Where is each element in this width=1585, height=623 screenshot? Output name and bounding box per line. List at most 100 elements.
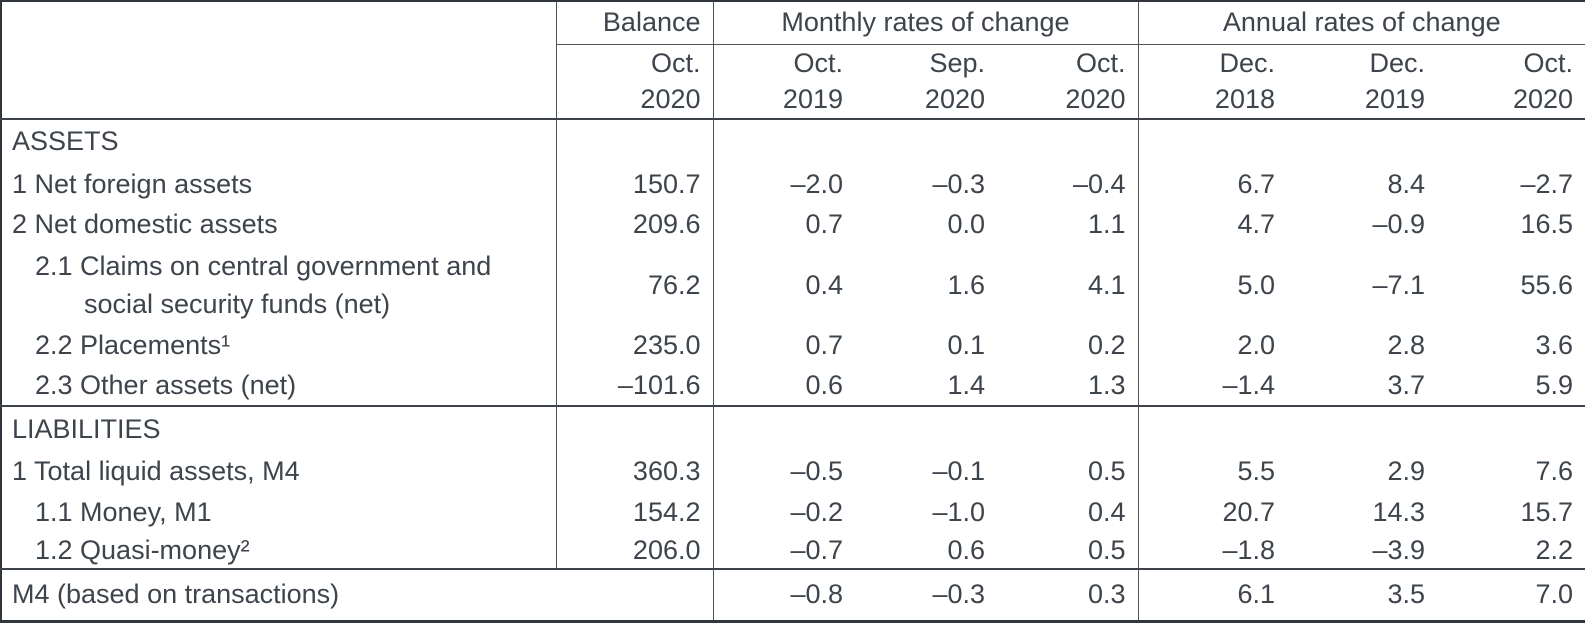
balance-cell: 206.0 — [556, 532, 714, 569]
annual-cell: 7.0 — [1437, 567, 1585, 622]
column-header-balance-oct-2020: Oct. 2020 — [556, 44, 714, 120]
table-row-other-assets: 2.3 Other assets (net) –101.6 0.6 1.4 1.… — [1, 365, 1585, 407]
section-label: ASSETS — [1, 118, 557, 165]
header-group-row: Balance Monthly rates of change Annual r… — [1, 1, 1585, 120]
monthly-cell: 0.0 — [947, 209, 985, 240]
table-row-net-foreign-assets: 1 Net foreign assets 150.7 –2.0 –0.3 –0.… — [1, 164, 1585, 205]
annual-cell: 2.9 — [1387, 456, 1425, 487]
balance-cell: 76.2 — [556, 244, 714, 326]
monthly-cell: 0.7 — [805, 209, 843, 240]
monthly-cell: 0.5 — [997, 532, 1139, 569]
monthly-cell — [855, 405, 997, 452]
monthly-cell: 0.4 — [997, 492, 1139, 533]
monthly-cell — [713, 119, 855, 164]
column-year: 2019 — [782, 84, 843, 115]
monthly-cell: 0.5 — [997, 451, 1139, 493]
monthly-cell: –1.0 — [932, 496, 985, 527]
balance-cell — [556, 405, 714, 452]
balance-cell: 209.6 — [556, 204, 714, 245]
table-row-money-m1: 1.1 Money, M1 154.2 –0.2 –1.0 0.4 20.7 1… — [1, 492, 1585, 533]
annual-cell — [1437, 405, 1585, 452]
row-label: 2.2 Placements¹ — [1, 325, 557, 366]
table-row-m4-transactions: M4 (based on transactions) –0.8 –0.3 0.3… — [1, 567, 1585, 622]
section-row-liabilities: LIABILITIES — [1, 405, 1585, 452]
balance-cell: 150.7 — [556, 164, 714, 205]
table-row-quasi-money: 1.2 Quasi-money² 206.0 –0.7 0.6 0.5 –1.8… — [1, 532, 1585, 569]
annual-cell: 20.7 — [1222, 496, 1275, 527]
balance-group-header: Balance — [556, 1, 714, 45]
monthly-cell: 1.1 — [997, 204, 1139, 245]
annual-cell: 3.5 — [1287, 567, 1437, 622]
row-label: M4 (based on transactions) — [1, 567, 714, 622]
annual-cell: 6.1 — [1138, 567, 1287, 622]
column-month: Sep. — [929, 48, 985, 79]
monthly-cell: 0.1 — [947, 330, 985, 361]
monthly-cell: –0.8 — [713, 567, 855, 622]
row-label: 1 Total liquid assets, M4 — [1, 451, 557, 493]
annual-cell — [1287, 405, 1437, 452]
annual-cell: 5.0 — [1237, 269, 1275, 300]
column-year: 2019 — [1364, 84, 1425, 115]
monthly-cell: –0.2 — [790, 496, 843, 527]
monthly-cell — [855, 119, 997, 164]
monthly-cell: 0.6 — [947, 534, 985, 565]
row-label: 2 Net domestic assets — [1, 204, 557, 245]
monthly-cell: –0.3 — [855, 567, 997, 622]
column-year: 2020 — [640, 84, 701, 115]
column-header-annual-dec-2018: Dec. 2018 — [1138, 44, 1287, 120]
monthly-cell: 0.3 — [997, 567, 1139, 622]
annual-cell: 4.7 — [1237, 209, 1275, 240]
annual-cell: 16.5 — [1520, 209, 1574, 240]
table-row-total-liquid-assets: 1 Total liquid assets, M4 360.3 –0.5 –0.… — [1, 451, 1585, 493]
column-month: Oct. — [793, 48, 843, 79]
row-label: 1.2 Quasi-money² — [1, 532, 557, 569]
monthly-cell: 0.7 — [805, 330, 843, 361]
annual-cell: –0.9 — [1372, 209, 1425, 240]
table-row-net-domestic-assets: 2 Net domestic assets 209.6 0.7 0.0 1.1 … — [1, 204, 1585, 245]
column-header-monthly-oct-2020: Oct. 2020 — [997, 44, 1139, 120]
annual-cell: 2.8 — [1387, 330, 1425, 361]
annual-cell: 5.5 — [1237, 456, 1275, 487]
balance-cell: –101.6 — [556, 365, 714, 407]
annual-cell: 3.7 — [1387, 370, 1425, 401]
column-year: 2018 — [1214, 84, 1275, 115]
column-header-annual-oct-2020: Oct. 2020 — [1437, 44, 1585, 120]
table-row-claims-central-government: 2.1 Claims on central government and soc… — [1, 244, 1585, 326]
column-month: Dec. — [1219, 48, 1275, 79]
balance-cell: 235.0 — [556, 325, 714, 366]
monthly-cell: –0.4 — [997, 164, 1139, 205]
column-month: Dec. — [1369, 48, 1425, 79]
annual-rates-group-header: Annual rates of change — [1138, 1, 1585, 45]
column-year: 2020 — [1065, 84, 1126, 115]
annual-cell — [1138, 405, 1287, 452]
section-label: LIABILITIES — [1, 405, 557, 452]
column-month: Oct. — [650, 48, 701, 79]
monthly-cell: 1.3 — [997, 365, 1139, 407]
table-row-placements: 2.2 Placements¹ 235.0 0.7 0.1 0.2 2.0 2.… — [1, 325, 1585, 366]
row-label: 2.1 Claims on central government and soc… — [1, 244, 557, 326]
balance-cell — [556, 118, 714, 165]
corner-cell — [1, 1, 557, 120]
monthly-cell: 1.4 — [947, 370, 985, 401]
monthly-cell: –2.0 — [790, 168, 843, 199]
monthly-cell: 0.2 — [997, 325, 1139, 366]
annual-cell — [1437, 119, 1585, 164]
column-header-annual-dec-2019: Dec. 2019 — [1287, 44, 1437, 120]
monthly-cell: 4.1 — [997, 244, 1139, 326]
annual-cell — [1138, 119, 1287, 164]
monthly-cell: 0.6 — [805, 370, 843, 401]
annual-cell: –1.8 — [1222, 534, 1275, 565]
annual-cell: –2.7 — [1520, 168, 1574, 199]
column-year: 2020 — [1512, 84, 1574, 115]
section-row-assets: ASSETS — [1, 118, 1585, 165]
column-header-monthly-sep-2020: Sep. 2020 — [855, 44, 997, 120]
row-label: 2.3 Other assets (net) — [1, 365, 557, 407]
annual-cell: –1.4 — [1222, 370, 1275, 401]
row-label-line2: social security funds (net) — [84, 289, 391, 320]
annual-cell: –3.9 — [1372, 534, 1425, 565]
column-month: Oct. — [1075, 48, 1126, 79]
annual-cell: 2.0 — [1237, 330, 1275, 361]
monthly-cell: –0.7 — [790, 534, 843, 565]
